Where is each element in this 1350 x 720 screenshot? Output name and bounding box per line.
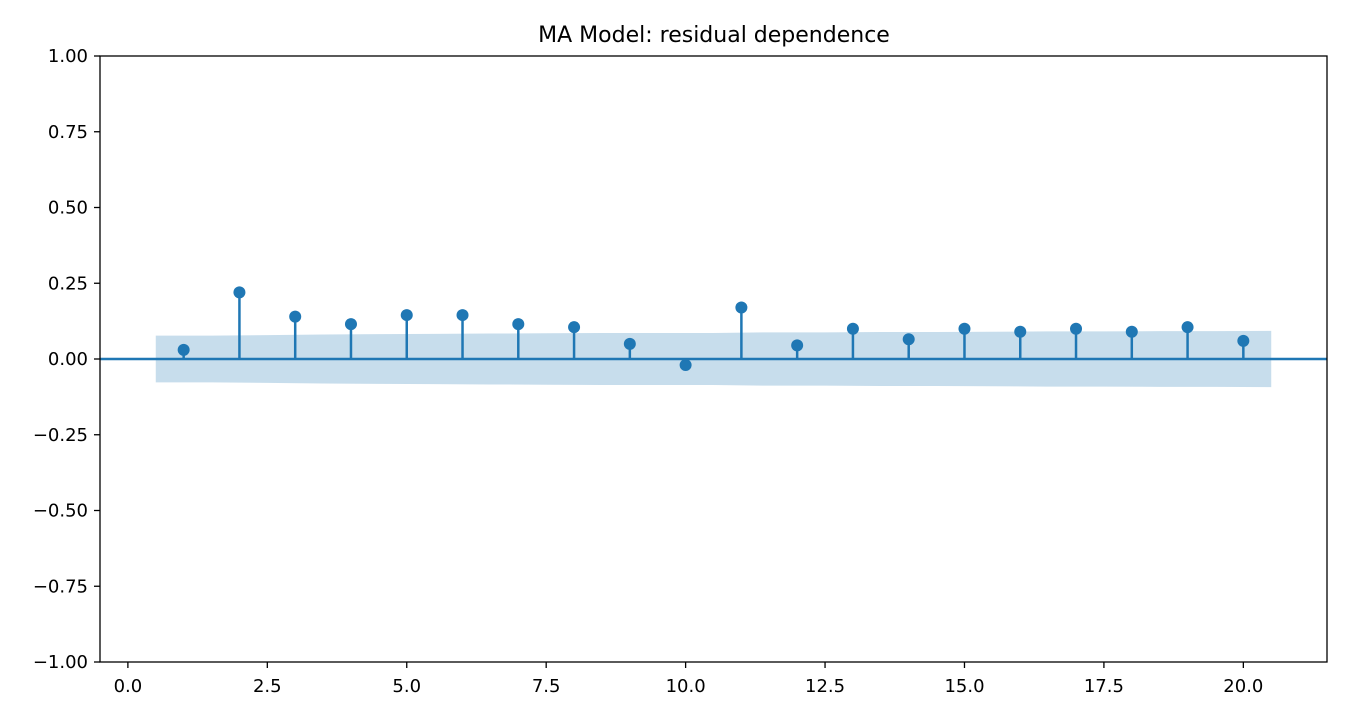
stem-marker [902, 333, 915, 346]
x-tick-label: 2.5 [253, 676, 282, 697]
y-tick-label: 0.25 [48, 273, 88, 294]
y-tick-label: 0.75 [48, 122, 88, 143]
y-tick-label: 0.00 [48, 349, 88, 370]
axes-layer: 0.0 2.5 5.0 7.5 10.0 12.5 15.0 17.5 20.0 1.00 0.75… [33, 46, 1328, 697]
stem-marker [1125, 325, 1138, 338]
stem-marker [679, 359, 692, 372]
stem-marker [1237, 334, 1250, 347]
stem-marker [289, 310, 302, 323]
y-tick-label: −1.00 [33, 652, 88, 673]
y-tick-label: 1.00 [48, 46, 88, 67]
stem-marker [456, 309, 469, 322]
y-tick-label: −0.25 [33, 425, 88, 446]
x-tick-label: 10.0 [666, 676, 706, 697]
x-tick-label: 12.5 [805, 676, 845, 697]
stem-marker [233, 286, 246, 299]
stem-marker [344, 318, 357, 331]
stem-marker [1014, 325, 1027, 338]
stem-marker [400, 309, 413, 322]
stem-marker [512, 318, 525, 331]
stem-marker [1181, 321, 1194, 334]
stem-marker [846, 322, 859, 335]
x-tick-label: 20.0 [1223, 676, 1263, 697]
stem-marker [735, 301, 748, 314]
y-tick-label: 0.50 [48, 198, 88, 219]
stem-marker [568, 321, 581, 334]
x-tick-label: 5.0 [392, 676, 421, 697]
y-tick-label: −0.50 [33, 501, 88, 522]
x-tick-label: 7.5 [532, 676, 561, 697]
stem-marker [177, 343, 190, 356]
stem-marker [958, 322, 971, 335]
chart-title: MA Model: residual dependence [538, 23, 890, 48]
stem-marker [1070, 322, 1083, 335]
stem-marker [623, 337, 636, 350]
y-tick-label: −0.75 [33, 576, 88, 597]
x-tick-label: 17.5 [1084, 676, 1124, 697]
x-tick-label: 0.0 [114, 676, 143, 697]
x-tick-label: 15.0 [944, 676, 984, 697]
stem-layer [100, 286, 1327, 372]
stem-marker [791, 339, 804, 352]
